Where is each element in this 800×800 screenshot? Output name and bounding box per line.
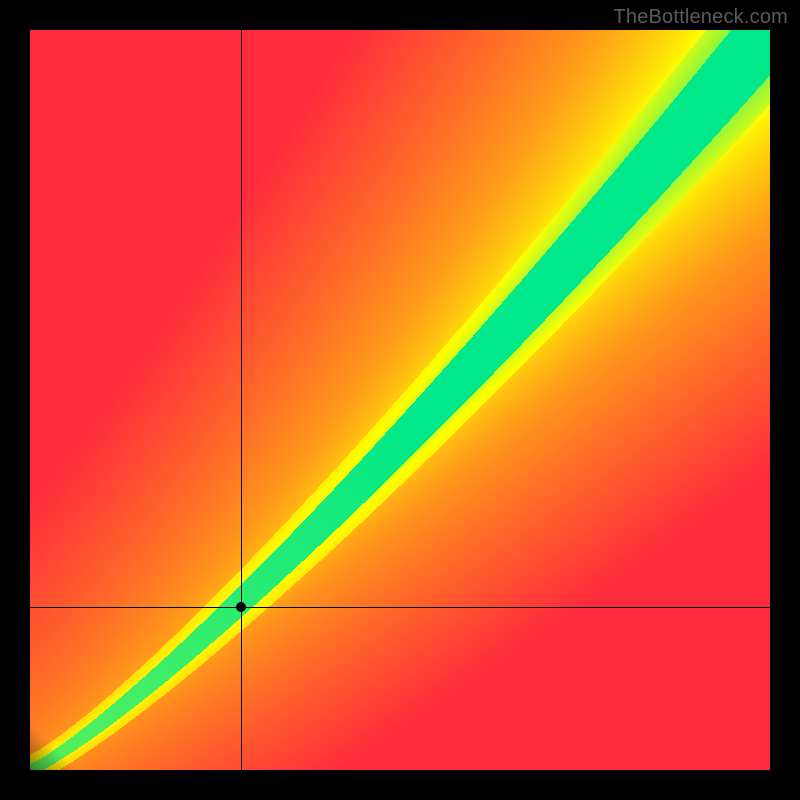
crosshair-vertical bbox=[241, 30, 242, 770]
watermark-text: TheBottleneck.com bbox=[613, 6, 788, 29]
crosshair-horizontal bbox=[30, 607, 770, 608]
selection-marker bbox=[236, 602, 246, 612]
bottleneck-heatmap bbox=[30, 30, 770, 770]
heatmap-canvas bbox=[30, 30, 770, 770]
